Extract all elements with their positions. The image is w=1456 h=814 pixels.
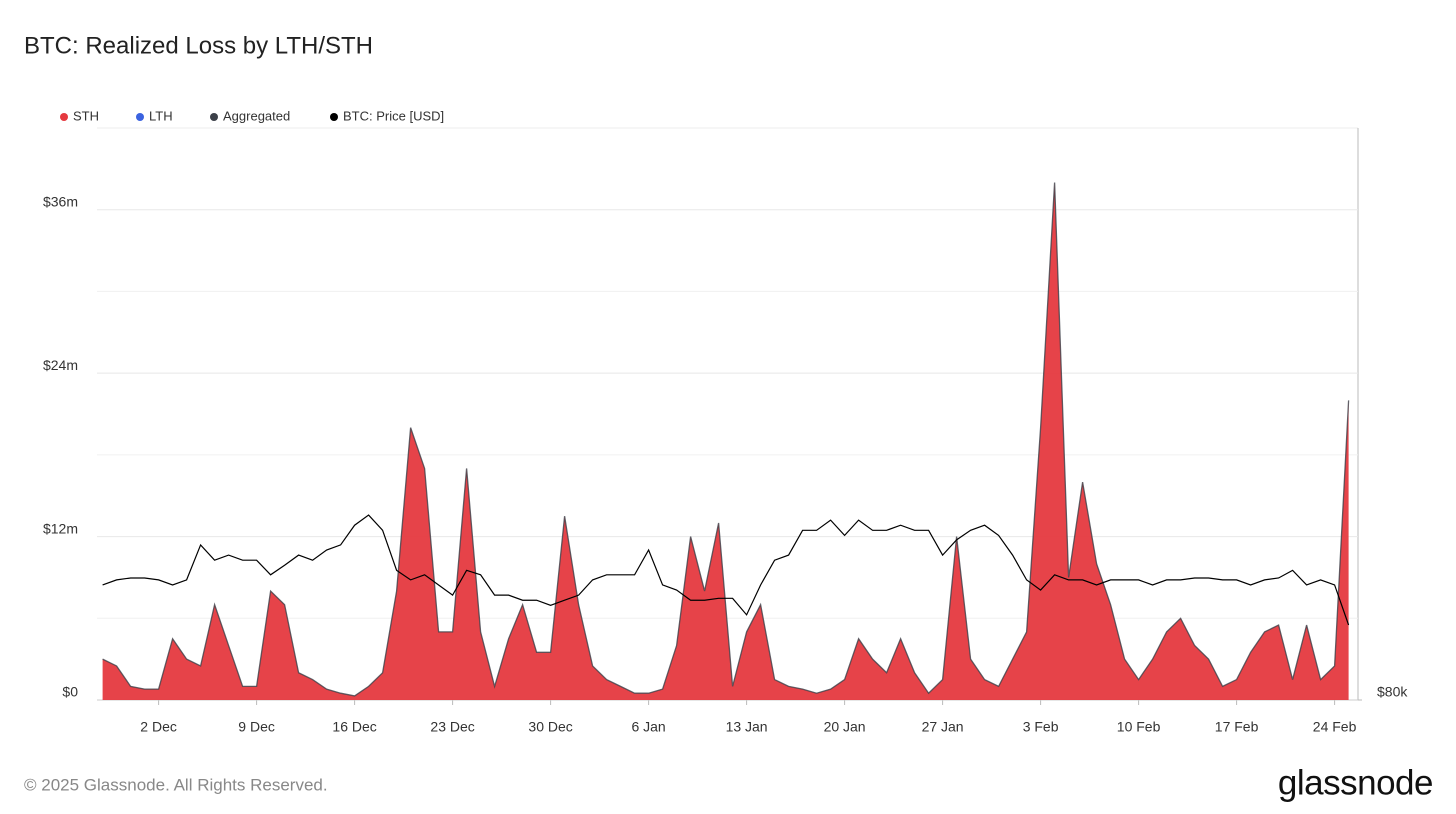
- y2-tick-label: $80k: [1377, 684, 1408, 700]
- y-tick-label: $12m: [43, 520, 78, 536]
- x-tick-label: 9 Dec: [238, 719, 275, 735]
- y-tick-label: $0: [62, 684, 78, 700]
- legend-label: LTH: [149, 108, 173, 123]
- x-tick-label: 2 Dec: [140, 719, 177, 735]
- x-tick-label: 10 Feb: [1117, 719, 1161, 735]
- x-tick-label: 17 Feb: [1215, 719, 1259, 735]
- legend-label: BTC: Price [USD]: [343, 108, 444, 123]
- footer: © 2025 Glassnode. All Rights Reserved.: [24, 775, 328, 794]
- legend-dot: [330, 113, 338, 121]
- x-tick-label: 23 Dec: [430, 719, 474, 735]
- x-tick-label: 30 Dec: [528, 719, 572, 735]
- y-tick-label: $36m: [43, 193, 78, 209]
- x-tick-label: 27 Jan: [922, 719, 964, 735]
- x-tick-label: 20 Jan: [824, 719, 866, 735]
- x-tick-label: 24 Feb: [1313, 719, 1357, 735]
- x-tick-label: 6 Jan: [631, 719, 665, 735]
- legend-label: Aggregated: [223, 108, 290, 123]
- y-tick-label: $24m: [43, 357, 78, 373]
- area: [102, 182, 1349, 700]
- legend-label: STH: [73, 108, 99, 123]
- price-line: [102, 514, 1350, 626]
- chart-title: BTC: Realized Loss by LTH/STH: [24, 32, 373, 59]
- legend-dot: [60, 113, 68, 121]
- x-tick-label: 3 Feb: [1023, 719, 1059, 735]
- legend-dot: [136, 113, 144, 121]
- brand-logo: glassnode: [1278, 763, 1433, 802]
- aggregated-line: [102, 182, 1350, 697]
- x-tick-label: 16 Dec: [332, 719, 376, 735]
- legend-dot: [210, 113, 218, 121]
- x-tick-label: 13 Jan: [726, 719, 768, 735]
